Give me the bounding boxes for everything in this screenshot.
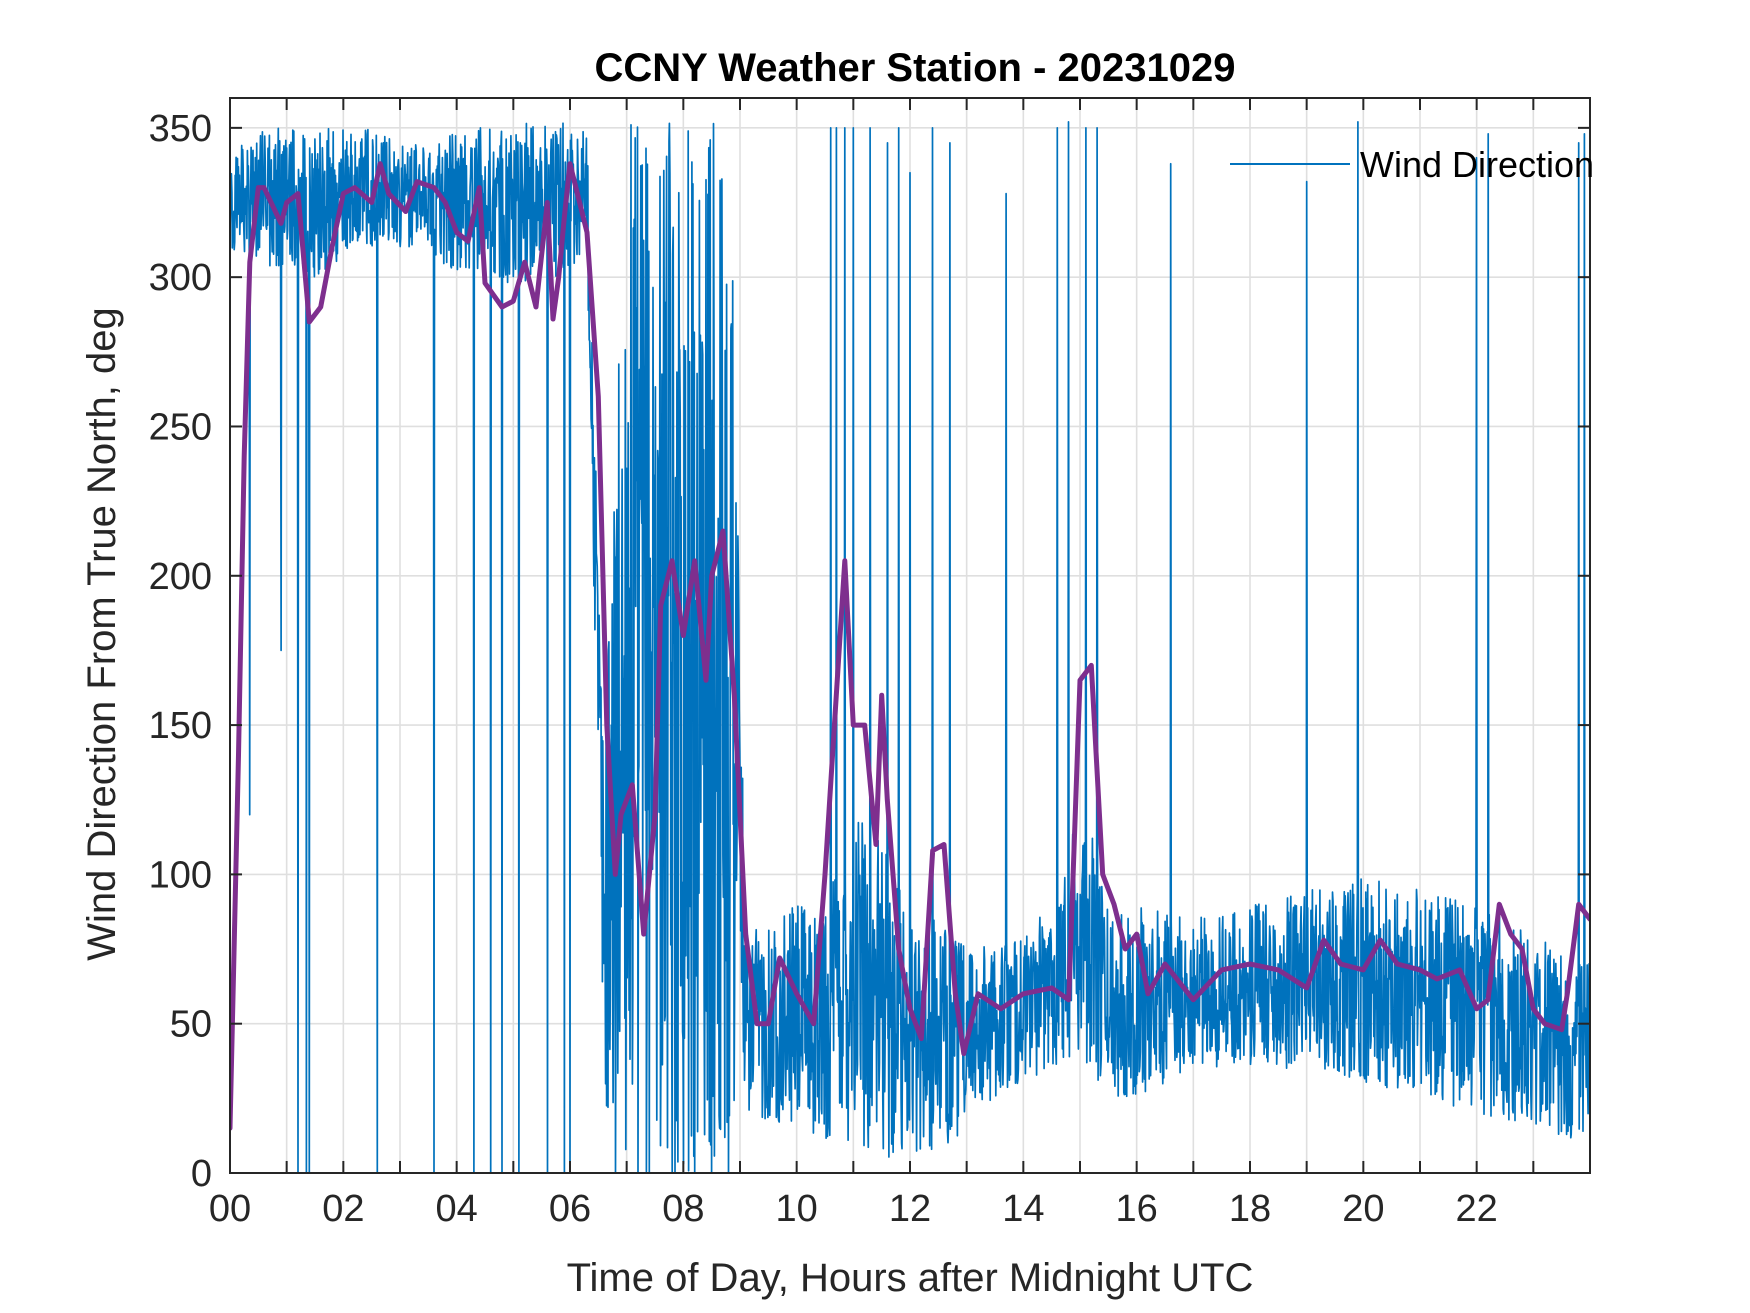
x-tick-label: 12 — [889, 1188, 931, 1230]
x-tick-label: 16 — [1116, 1188, 1158, 1230]
series-line-smoothed — [230, 161, 1590, 1131]
x-tick-label: 14 — [1002, 1188, 1044, 1230]
legend: Wind Direction — [1230, 144, 1594, 185]
y-tick-label: 200 — [149, 556, 212, 598]
series-line-wind-direction — [230, 121, 1590, 1173]
x-tick-label: 06 — [549, 1188, 591, 1230]
chart-title: CCNY Weather Station - 20231029 — [595, 46, 1236, 90]
x-tick-label: 10 — [776, 1188, 818, 1230]
x-tick-label: 20 — [1342, 1188, 1384, 1230]
plot-area: 00 02 04 06 08 10 12 14 16 18 20 22 0 50 100 150 200 250 3… — [149, 97, 1594, 1230]
x-tick-label: 02 — [322, 1188, 364, 1230]
y-tick-label: 50 — [170, 1004, 212, 1046]
x-tick-label: 22 — [1456, 1188, 1498, 1230]
y-axis-label: Wind Direction From True North, deg — [80, 307, 124, 961]
x-tick-label: 04 — [436, 1188, 478, 1230]
x-tick-label: 18 — [1229, 1188, 1271, 1230]
y-tick-label: 100 — [149, 854, 212, 896]
ticks — [229, 98, 1591, 1174]
y-tick-label: 250 — [149, 406, 212, 448]
y-tick-label: 350 — [149, 108, 212, 150]
y-tick-label: 0 — [191, 1153, 212, 1195]
y-tick-label: 300 — [149, 257, 212, 299]
x-axis-label: Time of Day, Hours after Midnight UTC — [567, 1256, 1254, 1300]
y-tick-label: 150 — [149, 705, 212, 747]
x-tick-label: 00 — [209, 1188, 251, 1230]
legend-label-wind-direction: Wind Direction — [1360, 144, 1594, 185]
x-tick-label: 08 — [662, 1188, 704, 1230]
